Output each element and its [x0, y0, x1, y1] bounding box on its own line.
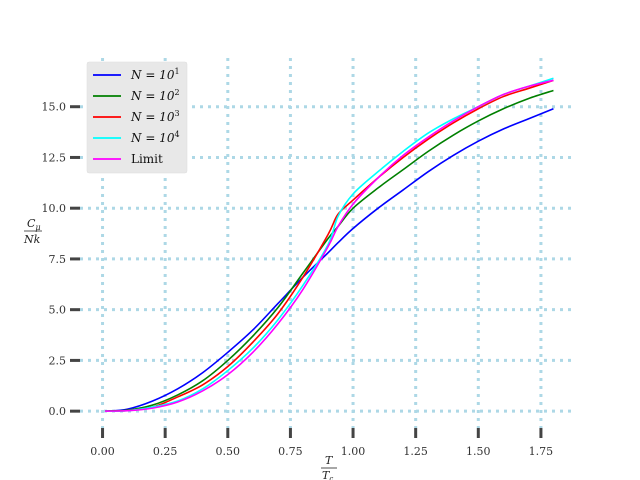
y-label-numerator-sub: μ	[35, 223, 40, 232]
legend-label-n-10-2: N = 102	[130, 88, 180, 103]
legend-exponent: 1	[174, 67, 179, 76]
y-tick-label: 15.0	[42, 101, 67, 114]
legend-label-limit: Limit	[131, 152, 163, 166]
series-line-n-10-1	[104, 107, 554, 412]
y-label-denominator: Nk	[23, 233, 41, 246]
x-tick-label: 1.00	[341, 445, 366, 458]
legend-label-n-10-1: N = 101	[130, 67, 180, 82]
x-tick-label: 1.50	[466, 445, 491, 458]
y-tick-label: 5.0	[49, 304, 67, 317]
y-label-numerator: C	[27, 217, 36, 230]
x-tick-label: 1.25	[403, 445, 428, 458]
svg-text:Cμ: Cμ	[27, 217, 41, 232]
y-tick-label: 7.5	[49, 253, 67, 266]
x-label-denominator: T	[322, 469, 331, 480]
x-tick-label: 0.00	[90, 445, 115, 458]
svg-text:Tc: Tc	[322, 469, 333, 480]
series-line-limit	[105, 79, 554, 412]
legend-label-n-10-3: N = 103	[130, 109, 180, 124]
y-tick-label: 12.5	[42, 151, 67, 164]
legend-exponent: 2	[174, 88, 179, 97]
y-tick-label: 10.0	[42, 202, 67, 215]
x-axis-label: T Tc	[321, 454, 337, 480]
series-lines	[104, 77, 554, 412]
legend-label-n-10-4: N = 104	[130, 130, 180, 145]
x-tick-label: 0.75	[278, 445, 303, 458]
legend-exponent: 4	[174, 130, 179, 139]
x-label-numerator: T	[325, 454, 334, 467]
y-tick-label: 0.0	[49, 405, 67, 418]
y-axis-ticks: 0.0 2.5 5.0 7.5 10.0 12.5 15.0	[42, 101, 80, 418]
x-tick-label: 0.25	[153, 445, 178, 458]
y-axis-label: Cμ Nk	[23, 217, 42, 246]
legend-exponent: 3	[174, 109, 179, 118]
x-tick-label: 0.50	[216, 445, 241, 458]
x-axis-ticks: 0.00 0.25 0.50 0.75 1.00 1.25 1.50 1.75	[90, 428, 553, 458]
x-label-denominator-sub: c	[329, 475, 333, 480]
x-tick-label: 1.75	[529, 445, 554, 458]
series-line-n-10-3	[105, 79, 554, 412]
y-tick-label: 2.5	[49, 354, 67, 367]
legend: N = 101 N = 102 N = 103 N = 104 Limit	[86, 61, 188, 174]
